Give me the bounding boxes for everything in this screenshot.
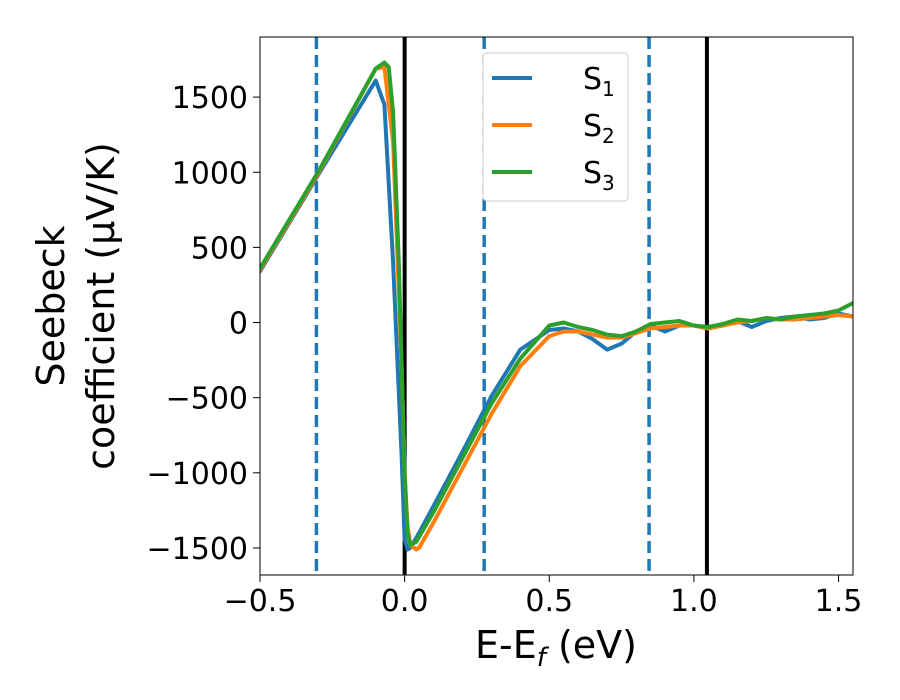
series-line-s3 (260, 60, 853, 547)
x-tick-label: 1.5 (815, 584, 863, 619)
x-axis-title: E-Ef (eV) (475, 623, 637, 673)
legend-label-s1: S1 (583, 62, 615, 101)
y-axis-title: Seebeck coefficient (μV/K) (29, 142, 123, 470)
legend: S1 S2 S3 (482, 52, 629, 202)
series-group (260, 60, 853, 552)
y-tick-label: −1500 (147, 532, 248, 567)
y-axis: −1500 −1000 −500 0 500 1000 1500 (147, 81, 260, 567)
legend-box (482, 52, 629, 202)
series-line-s1 (260, 78, 853, 552)
plot-frame (259, 36, 854, 576)
y-tick-label: −1000 (147, 457, 248, 492)
x-tick-label: 0.5 (525, 584, 573, 619)
x-tick-label: 0.0 (381, 584, 429, 619)
y-axis-title-line1: Seebeck (29, 225, 73, 386)
x-axis-title-main: E-E (475, 623, 537, 667)
y-tick-label: −500 (166, 382, 248, 417)
legend-label-s3: S3 (583, 156, 615, 195)
legend-label-s2: S2 (583, 109, 615, 148)
y-tick-label: 500 (191, 231, 248, 266)
x-axis: −0.5 0.0 0.5 1.0 1.5 (224, 575, 863, 619)
x-tick-label: 1.0 (670, 584, 718, 619)
x-tick-label: −0.5 (224, 584, 297, 619)
y-axis-title-line2: coefficient (μV/K) (79, 142, 123, 470)
y-tick-label: 0 (229, 307, 248, 342)
y-tick-label: 1000 (172, 156, 248, 191)
y-tick-label: 1500 (172, 81, 248, 116)
x-axis-title-unit: (eV) (546, 623, 637, 667)
